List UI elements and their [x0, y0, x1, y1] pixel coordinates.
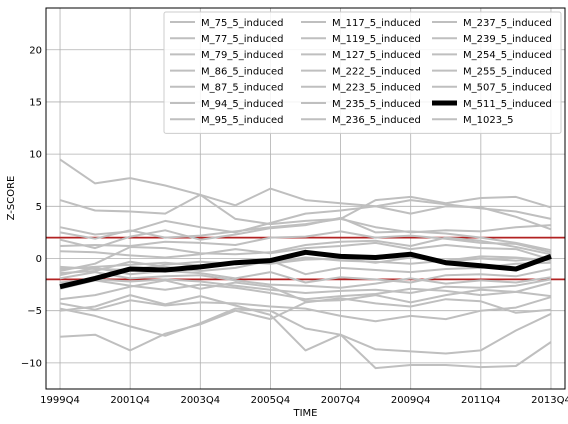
series-line-m-223-5-induced [59, 271, 552, 289]
legend-label: M_254_5_induced [463, 50, 552, 61]
x-tick-label: 2001Q4 [110, 395, 150, 406]
y-tick-label: −10 [21, 358, 42, 369]
series-line-m-117-5-induced [59, 241, 552, 261]
x-tick-label: 2007Q4 [321, 395, 361, 406]
legend-label: M_237_5_induced [463, 18, 552, 29]
y-tick-label: 20 [29, 45, 42, 56]
x-tick-label: 2003Q4 [180, 395, 220, 406]
legend-label: M_94_5_induced [201, 99, 284, 110]
x-tick-label: 1999Q4 [40, 395, 80, 406]
y-axis-label: Z-SCORE [6, 176, 17, 221]
y-tick-label: 5 [36, 202, 42, 213]
x-tick-label: 2013Q4 [531, 395, 568, 406]
y-tick-label: 0 [36, 254, 42, 265]
legend-label: M_239_5_induced [463, 34, 552, 45]
series-line-m-254-5-induced [59, 307, 552, 355]
legend-label: M_79_5_induced [201, 50, 284, 61]
legend-label: M_235_5_induced [332, 99, 421, 110]
series-line-m-255-5-induced [59, 294, 552, 370]
legend-label: M_119_5_induced [332, 34, 421, 45]
legend-label: M_255_5_induced [463, 66, 552, 77]
series-line-m-236-5-induced [59, 279, 552, 301]
series-line-m-237-5-induced [59, 279, 552, 304]
x-axis-label: TIME [292, 408, 317, 419]
legend: M_75_5_induced M_77_5_induced M_79_5_induc… [163, 11, 562, 134]
series-line-m-222-5-induced [59, 266, 552, 284]
legend-label: M_507_5_induced [463, 83, 552, 94]
x-tick-label: 2005Q4 [251, 395, 291, 406]
legend-label: M_117_5_induced [332, 18, 421, 29]
legend-label: M_86_5_induced [201, 66, 284, 77]
series-line-m-239-5-induced [59, 296, 552, 323]
legend-label: M_236_5_induced [332, 115, 421, 126]
series-line-m-235-5-induced [59, 278, 552, 294]
y-axis-ticks: −10 −5 0 5 10 15 20 [21, 45, 42, 369]
y-tick-label: 10 [29, 150, 42, 161]
x-tick-label: 2009Q4 [391, 395, 431, 406]
series-line-m-87-5-induced [59, 216, 552, 252]
x-axis-ticks: 1999Q4 2001Q4 2003Q4 2005Q4 2007Q4 2009Q4 2011… [40, 395, 568, 406]
legend-label: M_222_5_induced [332, 66, 421, 77]
legend-label: M_87_5_induced [201, 83, 284, 94]
y-tick-label: 15 [29, 97, 42, 108]
series-line-m-79-5-induced [59, 205, 552, 236]
series-line-m-507-5-induced [59, 297, 552, 352]
series-line-m-94-5-induced [59, 230, 552, 254]
series-line-m-511-5-induced [59, 249, 552, 290]
legend-label: M_75_5_induced [201, 18, 284, 29]
series-line-m-95-5-induced [59, 236, 552, 272]
series-line-m-1023-5 [59, 256, 552, 270]
legend-label: M_1023_5 [463, 115, 513, 126]
plot-frame [45, 7, 566, 390]
legend-label: M_95_5_induced [201, 115, 284, 126]
legend-label: M_127_5_induced [332, 50, 421, 61]
y-tick-label: −5 [27, 306, 42, 317]
legend-label: M_77_5_induced [201, 34, 284, 45]
x-tick-label: 2011Q4 [461, 395, 501, 406]
legend-box [163, 11, 562, 134]
legend-label: M_223_5_induced [332, 83, 421, 94]
series-layer [59, 158, 552, 370]
series-line-m-77-5-induced [59, 193, 552, 226]
legend-label: M_511_5_induced [463, 99, 552, 110]
